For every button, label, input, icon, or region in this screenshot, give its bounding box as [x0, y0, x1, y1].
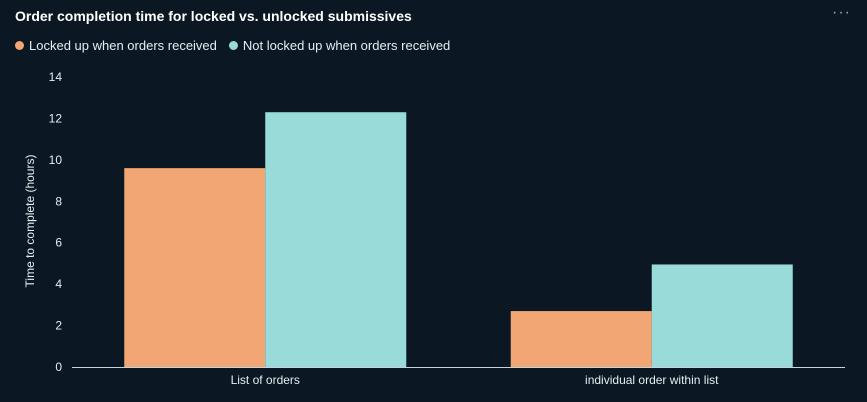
chart-title: Order completion time for locked vs. unl…	[15, 8, 412, 24]
y-tick-label: 8	[55, 194, 62, 208]
bar[interactable]	[265, 112, 407, 367]
bar[interactable]	[651, 264, 793, 367]
x-tick-label: List of orders	[231, 373, 300, 387]
x-tick-label: individual order within list	[585, 373, 719, 387]
y-tick-label: 0	[55, 360, 62, 374]
legend-label-unlocked: Not locked up when orders received	[242, 38, 451, 53]
y-tick-label: 4	[55, 277, 62, 291]
y-tick-label: 2	[55, 319, 62, 333]
legend-label-locked: Locked up when orders received	[29, 38, 217, 53]
bar[interactable]	[124, 168, 266, 367]
legend-item-unlocked[interactable]: Not locked up when orders received	[228, 38, 451, 53]
y-tick-label: 10	[49, 153, 63, 167]
x-axis-ticks: List of orders individual order within li…	[231, 373, 720, 387]
legend-item-locked[interactable]: Locked up when orders received	[15, 38, 217, 53]
legend-swatch-unlocked	[228, 41, 238, 50]
bars	[124, 112, 793, 367]
y-axis-label: Time to complete (hours)	[23, 155, 37, 288]
legend: Locked up when orders received Not locke…	[15, 38, 462, 53]
y-tick-label: 6	[55, 236, 62, 250]
y-axis-ticks: 0 2 4 6 8 10 12 14	[49, 70, 63, 374]
y-tick-label: 14	[49, 70, 63, 84]
bar[interactable]	[510, 311, 652, 367]
y-tick-label: 12	[49, 111, 63, 125]
more-horizontal-icon[interactable]: ···	[832, 4, 851, 21]
legend-swatch-locked	[15, 41, 24, 50]
